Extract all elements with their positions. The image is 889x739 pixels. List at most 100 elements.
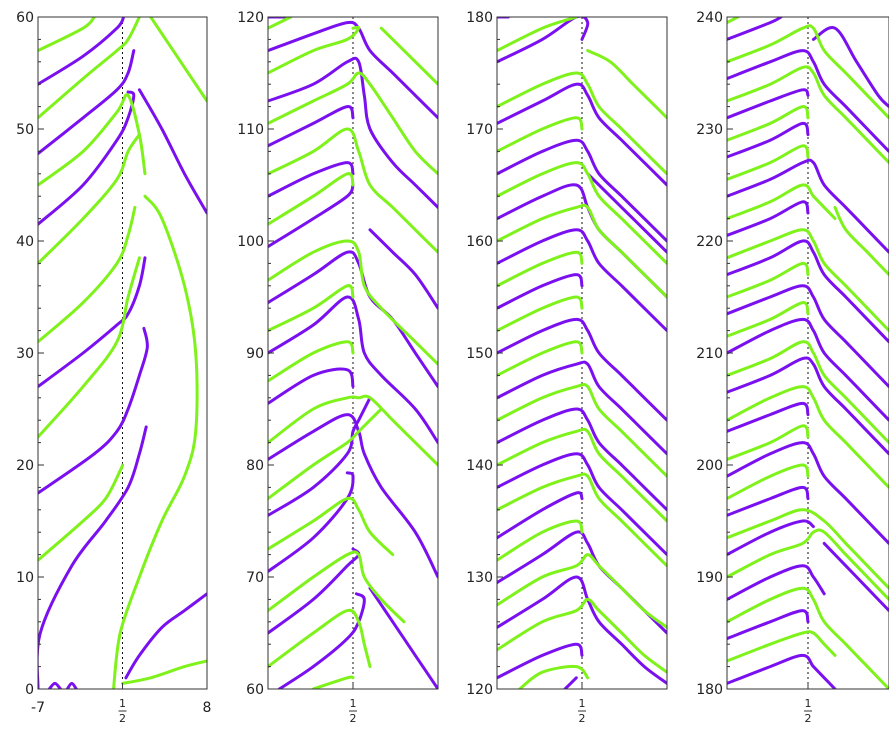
curve-green [112,194,199,689]
y-tick-label: 30 [16,346,34,362]
series-group [268,17,438,689]
curve-purple [38,17,126,86]
x-tick-label-denominator: 2 [119,712,126,725]
curve-purple [727,158,889,254]
curve-purple [497,491,584,540]
curve-purple [268,396,372,517]
curve-green [727,301,810,338]
curve-green [497,553,667,629]
curve-purple [268,20,438,120]
curve-green [121,659,207,685]
curve-purple [822,541,889,613]
y-tick-label: 190 [696,570,723,586]
panel-3: 120 130 140 150 160 170 180 1 2 [466,10,668,725]
x-tick-label-denominator: 2 [805,712,812,725]
curve-purple [727,401,810,433]
x-tick-label-numerator: 1 [579,697,586,710]
y-tick-label: 120 [466,682,493,698]
curve-purple [727,284,889,389]
y-tick-label: 180 [696,682,723,698]
y-tick-label: 160 [466,234,493,250]
curve-green [379,26,438,86]
curve-purple [38,49,136,156]
curve-green [268,172,355,226]
curve-green [38,133,141,265]
curve-green [268,239,438,366]
curve-green [727,424,810,461]
curve-purple [497,82,667,187]
curve-purple [497,228,667,333]
curve-purple [38,425,148,689]
curve-green [727,508,889,590]
y-tick-label: 70 [246,570,264,586]
curve-green [149,17,207,103]
curve-green [727,340,889,445]
curve-green [727,65,889,165]
curve-green [38,17,96,53]
y-tick-label: 140 [466,458,493,474]
curve-purple [38,326,149,495]
y-tick-label: 60 [246,682,264,698]
curve-green [268,550,406,624]
curve-green [38,256,141,439]
curve-purple [727,121,810,159]
curve-green [727,105,810,142]
curve-purple [727,239,889,344]
curve-purple [563,676,578,689]
series-group [727,17,889,689]
curve-green [268,17,293,30]
y-tick-label: 60 [16,10,34,26]
curve-green [268,394,438,467]
curve-green [727,228,889,333]
series-group [497,17,667,689]
curve-purple [124,592,207,680]
y-tick-label: 0 [25,682,34,698]
y-tick-label: 150 [466,346,493,362]
curve-purple [727,200,810,237]
curve-green [727,17,740,25]
curve-green [833,205,889,277]
curve-green [38,463,124,562]
curve-purple [811,26,889,109]
y-tick-label: 240 [696,10,723,26]
curve-purple [268,367,355,405]
y-tick-label: 100 [237,234,264,250]
curve-green [311,675,355,689]
curve-green [497,71,667,176]
curve-purple [38,90,136,226]
x-tick-label-numerator: 1 [119,697,126,710]
curve-purple [368,228,438,310]
curve-purple [65,681,78,689]
curve-green [268,25,361,75]
curve-purple [727,49,889,153]
x-tick-label-numerator: 1 [805,697,812,710]
curve-green [497,295,584,333]
curve-green [497,597,667,674]
curve-purple [277,592,366,689]
curve-purple [497,452,667,557]
curve-green [497,250,584,288]
curve-purple [727,519,815,557]
y-tick-label: 50 [16,122,34,138]
x-tick-label: 8 [203,700,212,716]
curve-green [727,528,889,601]
curve-green [38,93,147,187]
y-tick-label: 180 [466,10,493,26]
y-tick-label: 10 [16,570,34,586]
y-tick-label: 220 [696,234,723,250]
curve-purple [268,183,355,249]
curve-purple [497,642,584,680]
curve-purple [727,564,826,601]
y-tick-label: 20 [16,458,34,474]
curve-purple [497,273,584,310]
y-tick-label: 110 [237,122,264,138]
y-tick-label: 40 [16,234,34,250]
y-tick-label: 120 [237,10,264,26]
curve-purple [497,407,667,512]
curve-green [38,205,137,344]
curve-purple [497,317,667,422]
curve-purple [727,609,810,641]
curve-purple [268,161,355,198]
x-tick-label: -7 [31,700,45,716]
curve-green [727,385,889,489]
